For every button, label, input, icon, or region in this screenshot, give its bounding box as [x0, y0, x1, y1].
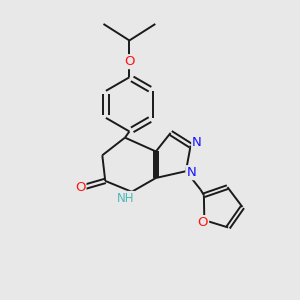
- Text: O: O: [124, 55, 135, 68]
- Text: N: N: [192, 136, 202, 149]
- Text: N: N: [186, 166, 196, 179]
- Text: O: O: [75, 181, 86, 194]
- Text: NH: NH: [116, 192, 134, 205]
- Text: O: O: [198, 216, 208, 229]
